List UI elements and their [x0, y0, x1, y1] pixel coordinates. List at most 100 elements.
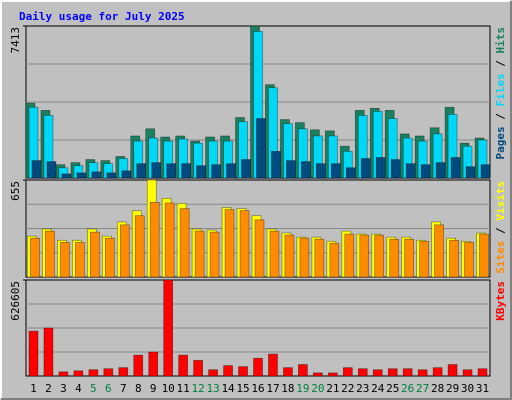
- bar: [357, 368, 368, 377]
- bar: [449, 239, 459, 278]
- bar: [286, 160, 296, 179]
- legend: Pages / Files / Hits: [494, 27, 507, 160]
- bar: [299, 237, 310, 278]
- bar: [374, 234, 385, 278]
- x-tick-label: 30: [461, 382, 474, 395]
- bar: [420, 164, 431, 179]
- bar: [434, 224, 444, 278]
- bar: [133, 354, 144, 377]
- x-tick-label: 13: [206, 382, 219, 395]
- bar: [342, 367, 353, 377]
- bar: [283, 367, 293, 377]
- chart-title: Daily usage for July 2025: [19, 10, 185, 23]
- x-tick-label: 25: [386, 382, 399, 395]
- bar: [181, 163, 192, 179]
- legend-entry: Visits: [494, 181, 507, 221]
- bar: [432, 367, 443, 377]
- bar: [417, 369, 428, 377]
- bar: [61, 173, 72, 179]
- bar: [46, 161, 57, 179]
- bar: [163, 279, 174, 377]
- legend-separator: /: [494, 221, 507, 241]
- y-tick-label: 655: [9, 181, 22, 201]
- x-tick-label: 1: [30, 382, 37, 395]
- bar: [196, 165, 206, 179]
- bar: [178, 354, 189, 377]
- bar: [477, 368, 488, 377]
- bar: [253, 357, 263, 377]
- x-tick-label: 9: [150, 382, 157, 395]
- bar: [179, 208, 190, 278]
- legend: KBytes: [494, 281, 507, 321]
- bar: [134, 215, 145, 278]
- bar: [88, 369, 99, 377]
- bar: [345, 167, 356, 179]
- bar: [450, 157, 461, 179]
- bar: [148, 351, 159, 377]
- x-tick-label: 18: [281, 382, 294, 395]
- x-tick-label: 23: [356, 382, 369, 395]
- bar: [404, 238, 415, 278]
- legend-entry: Files: [494, 73, 507, 106]
- bar: [28, 330, 39, 377]
- bar: [298, 364, 308, 377]
- bar: [301, 161, 311, 179]
- bar: [419, 240, 429, 278]
- bar: [91, 171, 102, 179]
- x-tick-label: 19: [296, 382, 309, 395]
- x-tick-label: 2: [45, 382, 52, 395]
- bar: [121, 170, 132, 179]
- x-tick-label: 3: [60, 382, 67, 395]
- bar: [462, 369, 473, 377]
- x-tick-label: 7: [120, 382, 127, 395]
- x-tick-label: 31: [476, 382, 489, 395]
- bar: [226, 163, 236, 179]
- bar: [316, 163, 326, 179]
- x-tick-label: 12: [192, 382, 205, 395]
- legend-entry: Pages: [494, 126, 507, 159]
- bar: [43, 327, 54, 377]
- bar: [314, 238, 325, 278]
- bar: [390, 159, 401, 179]
- bar: [480, 164, 491, 179]
- bar: [90, 231, 100, 278]
- legend-entry: Hits: [494, 27, 507, 54]
- legend: Sites / Visits: [494, 181, 507, 274]
- bar: [405, 163, 416, 179]
- legend-entry: KBytes: [494, 281, 507, 321]
- x-tick-label: 17: [266, 382, 279, 395]
- bar: [254, 219, 265, 278]
- bar: [389, 238, 400, 278]
- bar: [268, 353, 278, 377]
- bar: [465, 166, 476, 179]
- bar: [193, 359, 203, 377]
- bar: [372, 369, 383, 377]
- bar: [239, 210, 250, 278]
- x-tick-label: 8: [135, 382, 142, 395]
- bar: [435, 162, 446, 179]
- bar: [151, 162, 162, 179]
- bar: [224, 209, 235, 278]
- bar: [103, 368, 114, 377]
- bar: [271, 150, 281, 179]
- x-tick-label: 27: [416, 382, 429, 395]
- bar: [166, 163, 177, 179]
- bar: [106, 172, 117, 179]
- bar: [45, 230, 55, 278]
- x-tick-label: 11: [177, 382, 190, 395]
- x-tick-label: 24: [371, 382, 385, 395]
- x-tick-label: 14: [221, 382, 235, 395]
- x-tick-label: 20: [311, 382, 324, 395]
- x-tick-label: 29: [446, 382, 459, 395]
- bar: [464, 241, 474, 278]
- bar: [375, 157, 386, 179]
- x-tick-label: 5: [90, 382, 97, 395]
- bar: [269, 230, 280, 278]
- bar: [119, 224, 130, 278]
- bar: [360, 158, 371, 179]
- legend-separator: /: [494, 54, 507, 74]
- bar: [479, 233, 489, 278]
- bar: [344, 233, 355, 278]
